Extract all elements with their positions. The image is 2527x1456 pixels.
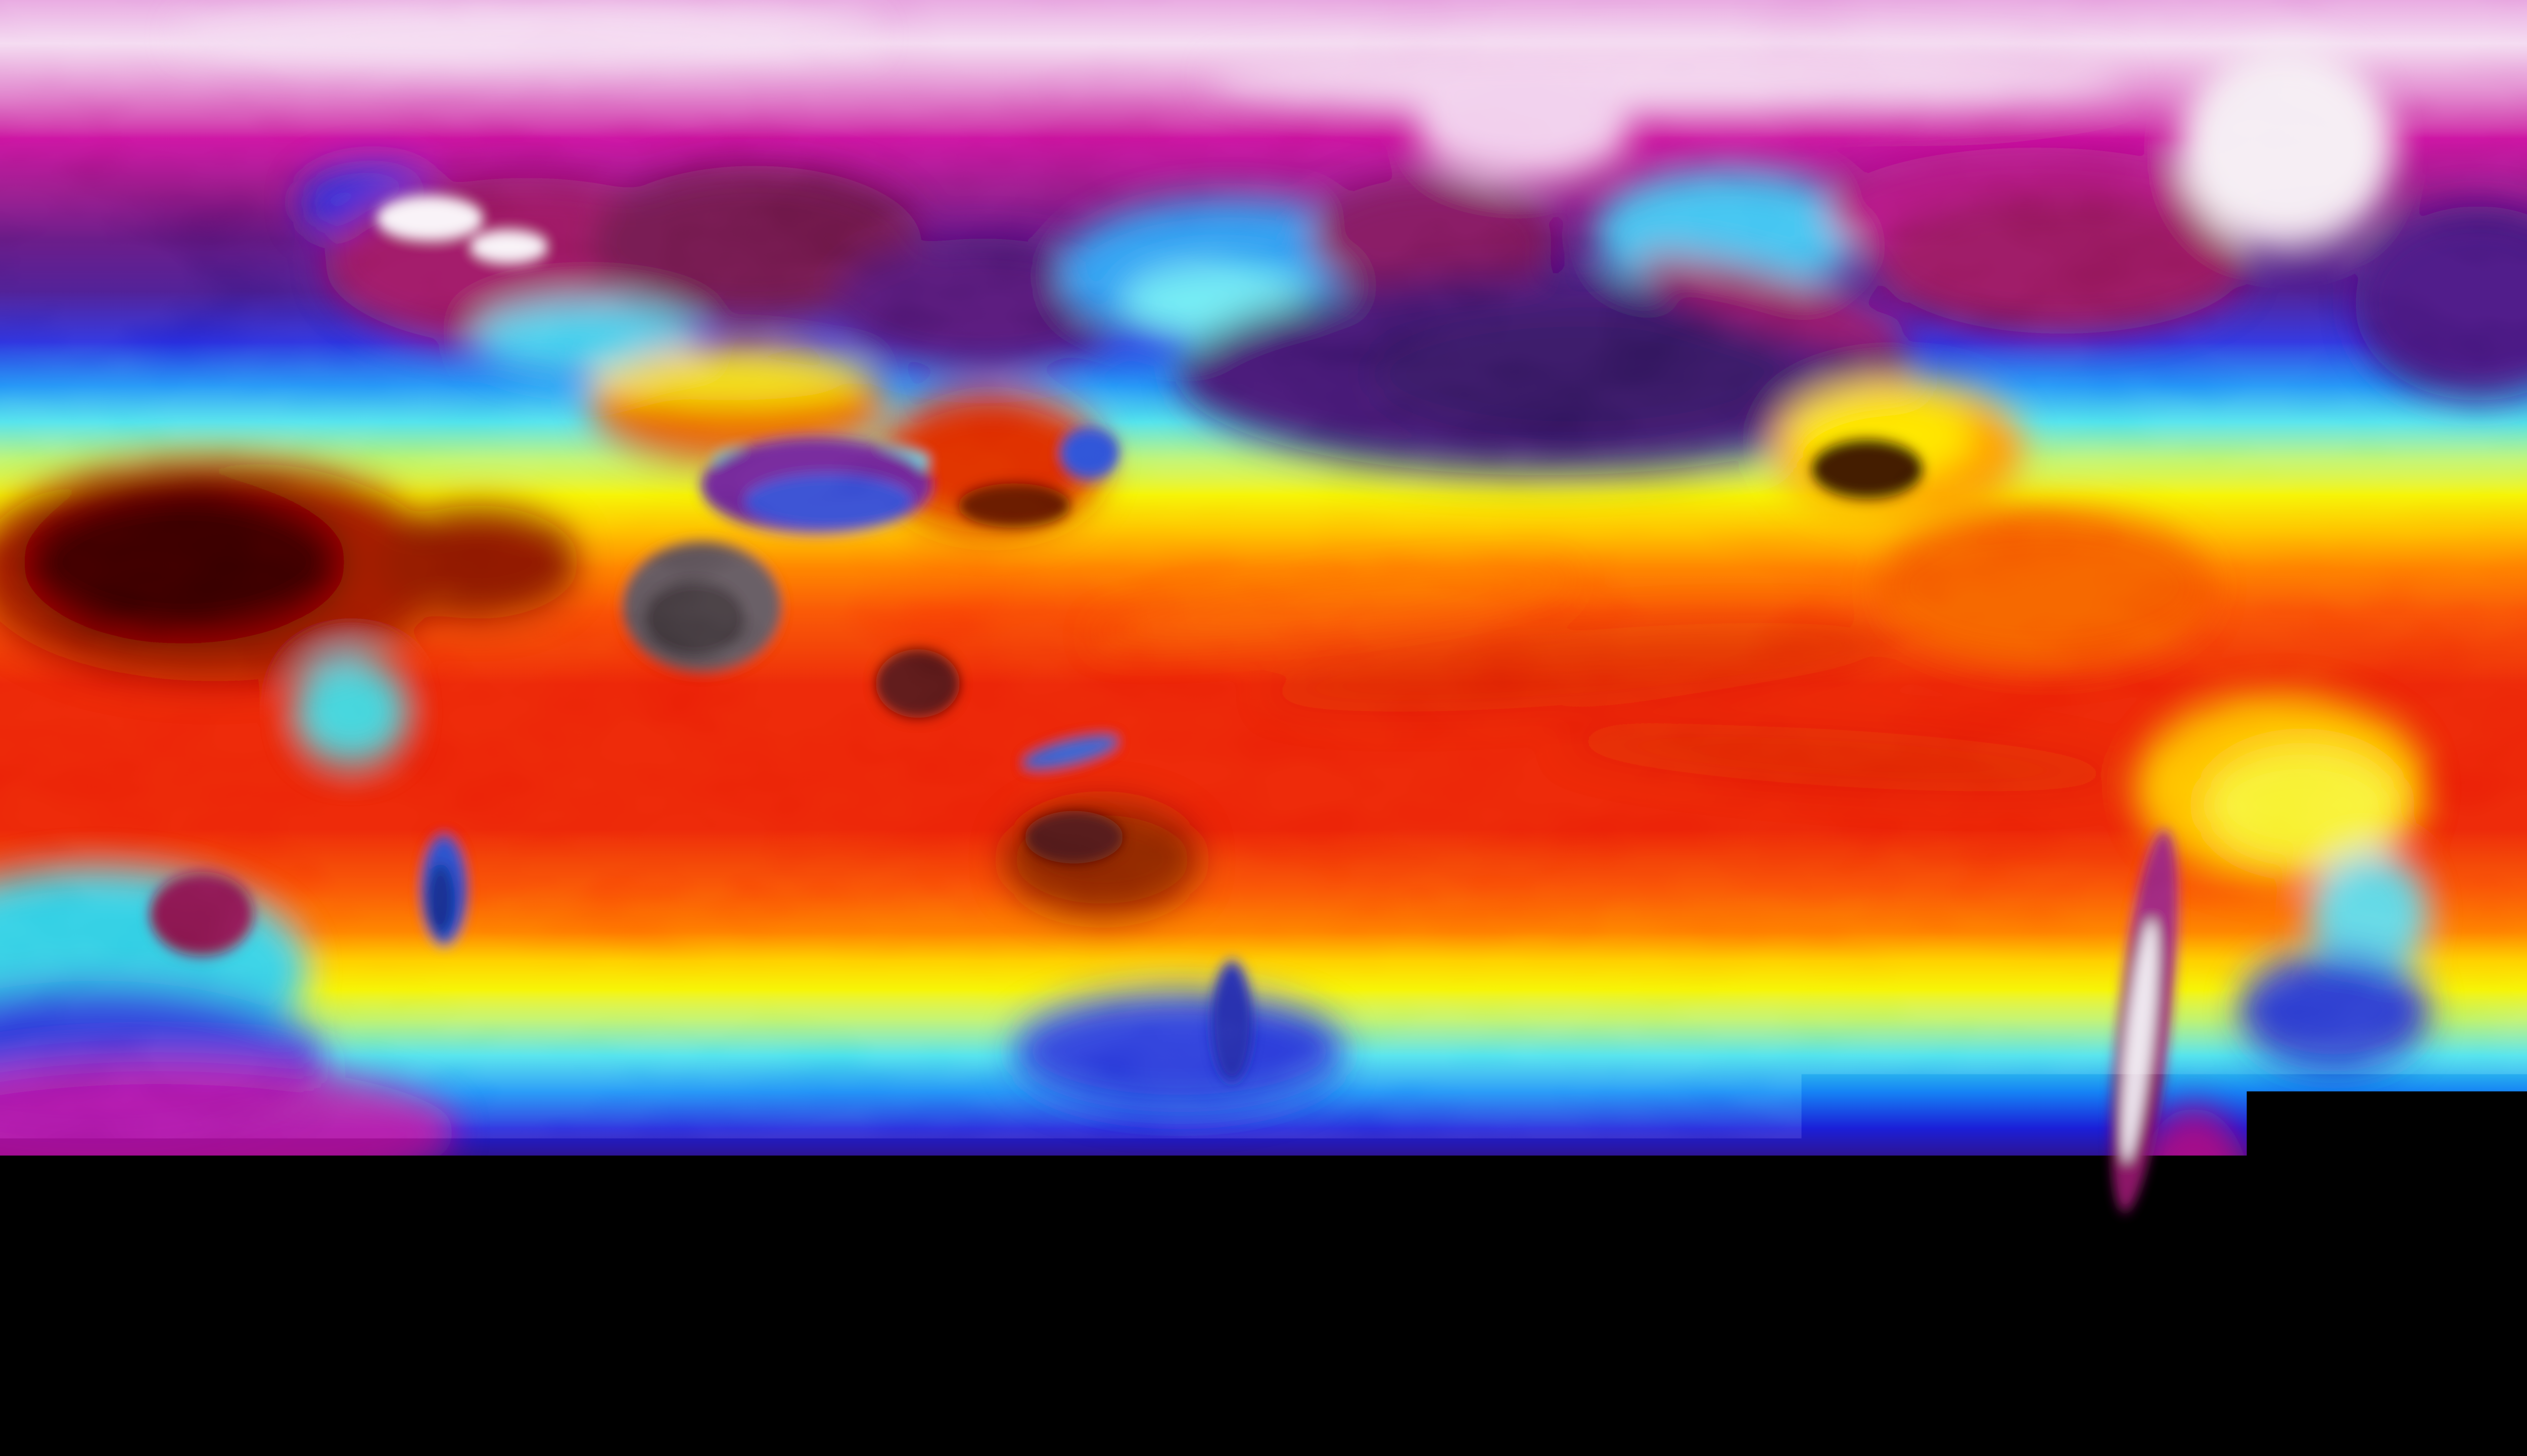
temperature-heatmap-canvas xyxy=(0,0,2527,1456)
global-temperature-map xyxy=(0,0,2527,1456)
atmospheric-texture-overlay xyxy=(0,0,2527,1456)
